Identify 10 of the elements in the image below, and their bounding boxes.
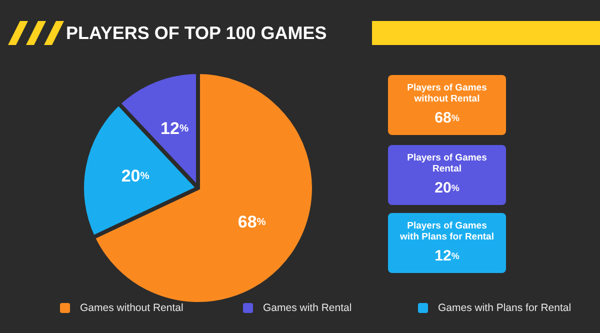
text: Players of Games with Plans for Rental 12%	[399, 220, 494, 264]
data-label: 68%	[238, 212, 266, 232]
chart-title: PLAYERS OF TOP 100 GAMES	[66, 23, 327, 43]
data-label: 20%	[121, 166, 150, 186]
text: Players of Games Rental 20%	[407, 152, 487, 196]
text: Players of Games without Rental 68%	[407, 82, 487, 126]
legend-label: Games with Rental	[263, 302, 352, 314]
legend-label: Games with Plans for Rental	[438, 302, 572, 314]
data-label: 12%	[160, 119, 189, 138]
legend-label: Games without Rental	[80, 302, 184, 314]
